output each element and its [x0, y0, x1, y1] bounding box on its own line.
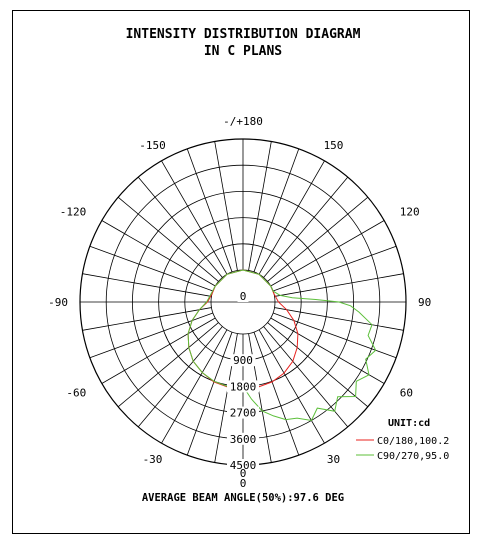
grid-spoke [89, 312, 214, 359]
radial-tick-label: 2700 [230, 407, 257, 420]
grid-spoke [89, 245, 214, 292]
radial-tick-bg [237, 290, 249, 302]
grid-spoke [258, 329, 325, 444]
chart-frame [12, 10, 470, 534]
grid-spoke [137, 176, 223, 278]
grid-spoke [161, 160, 228, 275]
radial-tick-bg [230, 354, 256, 367]
grid-spoke [274, 273, 404, 297]
radial-tick-bg [227, 459, 259, 471]
grid-spoke [214, 141, 238, 271]
grid-spoke [263, 176, 349, 278]
angle-label: 120 [400, 206, 420, 219]
radial-tick-label: 900 [233, 354, 253, 367]
grid-spoke [270, 220, 385, 287]
grid-spoke [137, 326, 223, 428]
grid-spoke [161, 329, 228, 444]
chart-title: INTENSITY DISTRIBUTION DIAGRAM [125, 27, 361, 42]
grid-spoke [248, 141, 272, 271]
legend: UNIT:cd C0/180,100.2 C90/270,95.0 [356, 418, 449, 462]
radial-tick-label: 3600 [230, 433, 257, 446]
grid-spoke [263, 326, 349, 428]
grid-spoke [101, 317, 216, 384]
grid-spoke [101, 220, 216, 287]
radial-tick-label: 4500 [230, 459, 257, 472]
grid-spoke [272, 245, 397, 292]
grid-spoke [270, 317, 385, 384]
grid-spoke [253, 148, 300, 273]
grid-spoke [274, 307, 404, 331]
grid-spoke [117, 322, 219, 408]
grid-spoke [82, 307, 212, 331]
radial-tick-label: 1800 [230, 380, 257, 393]
angle-label: 30 [327, 453, 340, 466]
angle-label: 90 [418, 296, 431, 309]
grid-spoke [117, 196, 219, 282]
angle-label: -150 [139, 139, 166, 152]
series-curve-1 [187, 269, 377, 422]
radial-tick-label: 0 [240, 290, 247, 303]
grid-spoke [267, 322, 369, 408]
polar-labels: 0 30 60 90 120 150 -/+180 -150 -120 -90 -60 -30 0 900… [48, 115, 431, 490]
chart-title-block: INTENSITY DISTRIBUTION DIAGRAM IN C PLAN… [0, 26, 486, 60]
grid-spoke [253, 331, 300, 456]
angle-label: -/+180 [223, 115, 263, 128]
unit-label: UNIT:cd [388, 418, 430, 429]
angle-label: -60 [66, 387, 86, 400]
angle-label: 60 [400, 387, 413, 400]
angle-label: -30 [143, 453, 163, 466]
angle-label-bottom: 0 [240, 467, 247, 480]
angle-label: 150 [324, 139, 344, 152]
angle-label: -120 [60, 206, 87, 219]
grid-spoke [186, 331, 233, 456]
grid-spoke [258, 160, 325, 275]
grid-spoke [272, 312, 397, 359]
chart-subtitle: IN C PLANS [203, 44, 283, 59]
legend-label-c0-180: C0/180,100.2 [377, 436, 449, 447]
angle-label: 0 [240, 477, 247, 490]
legend-label-c90-270: C90/270,95.0 [377, 451, 449, 462]
beam-angle-footer: AVERAGE BEAM ANGLE(50%):97.6 DEG [142, 492, 344, 504]
angle-label: -90 [48, 296, 68, 309]
grid-spoke [267, 196, 369, 282]
radial-tick-bg [227, 380, 259, 393]
radial-tick-bg [227, 432, 259, 445]
grid-spoke [82, 273, 212, 297]
grid-spoke [186, 148, 233, 273]
radial-tick-bg [227, 406, 259, 419]
